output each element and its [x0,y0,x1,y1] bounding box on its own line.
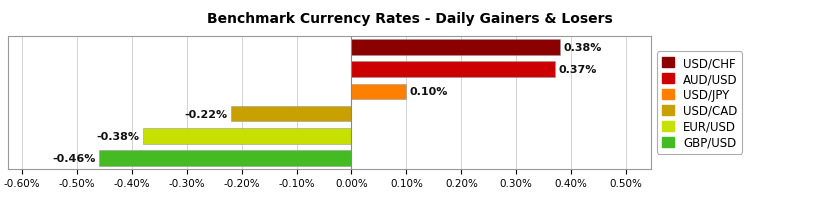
Bar [230,106,351,122]
Legend: USD/CHF, AUD/USD, USD/JPY, USD/CAD, EUR/USD, GBP/USD: USD/CHF, AUD/USD, USD/JPY, USD/CAD, EUR/… [656,52,741,154]
Text: -0.38%: -0.38% [97,131,139,141]
Bar [99,150,351,166]
Text: 0.38%: 0.38% [563,43,601,53]
Text: -0.46%: -0.46% [52,153,96,163]
Text: -0.22%: -0.22% [184,109,227,119]
Bar [351,84,406,100]
Text: 0.37%: 0.37% [558,65,595,75]
Bar [351,40,559,56]
Text: 0.10%: 0.10% [410,87,447,97]
Text: Benchmark Currency Rates - Daily Gainers & Losers: Benchmark Currency Rates - Daily Gainers… [207,12,612,26]
Bar [351,62,554,78]
Bar [143,128,351,144]
